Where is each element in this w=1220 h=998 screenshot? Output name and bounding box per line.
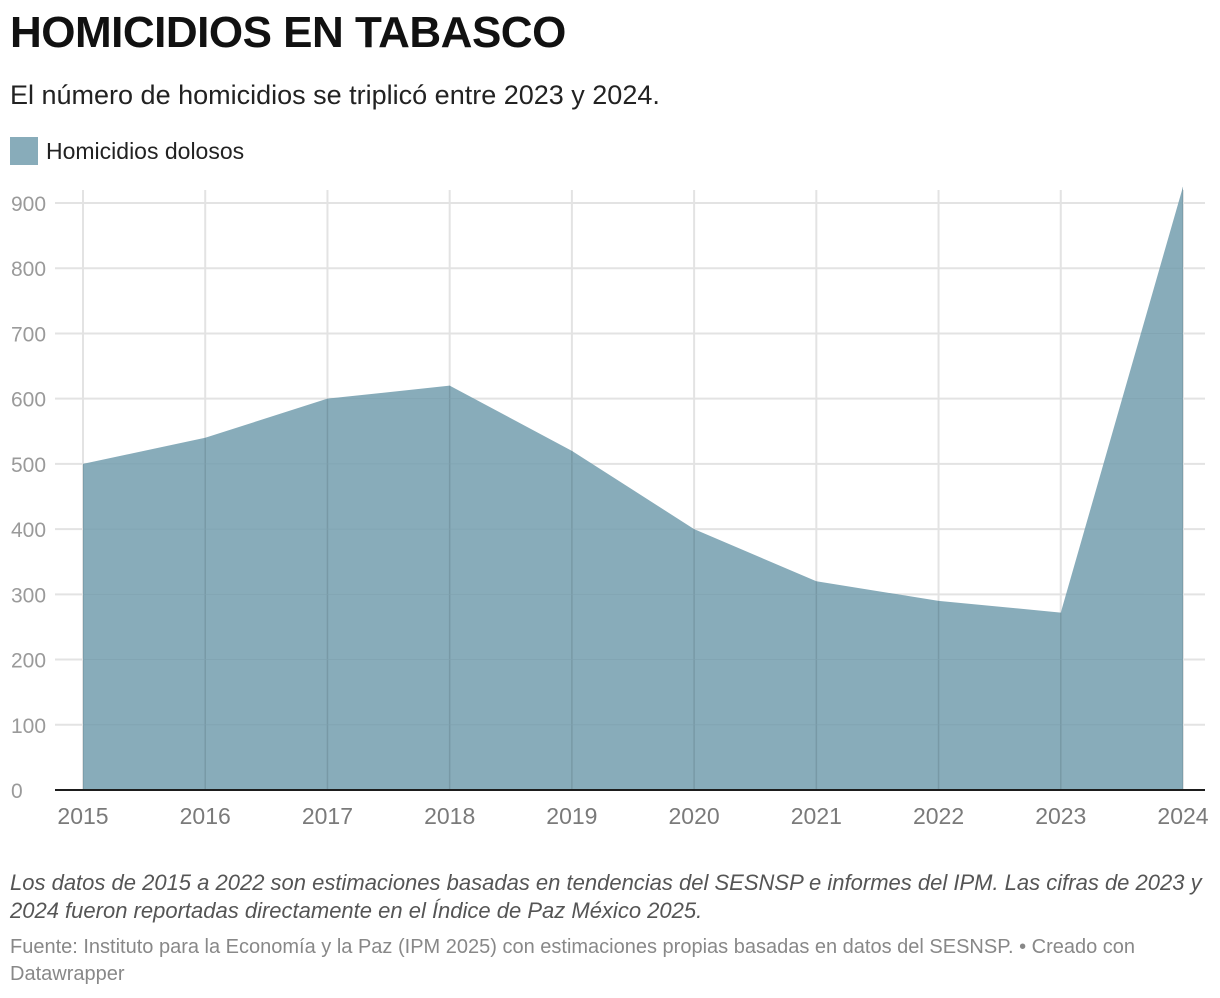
x-tick-label: 2023 xyxy=(1035,803,1086,829)
y-tick-label: 800 xyxy=(11,258,46,281)
y-tick-label: 200 xyxy=(11,650,46,673)
chart-subtitle: El número de homicidios se triplicó entr… xyxy=(10,80,660,110)
x-tick-label: 2019 xyxy=(546,803,597,829)
chart-note: Los datos de 2015 a 2022 son estimacione… xyxy=(10,870,1202,923)
y-tick-label: 900 xyxy=(11,193,46,216)
area-chart: 0 100 200 300 400 500 600 700 800 900 2015 2016 2017… xyxy=(11,186,1209,829)
series-area xyxy=(83,186,1183,790)
x-tick-label: 2022 xyxy=(913,803,964,829)
x-tick-label: 2018 xyxy=(424,803,475,829)
x-tick-label: 2015 xyxy=(57,803,108,829)
y-tick-label: 300 xyxy=(11,584,46,607)
legend: Homicidios dolosos xyxy=(10,137,244,165)
legend-swatch xyxy=(10,137,38,165)
y-tick-label: 400 xyxy=(11,519,46,542)
x-tick-label: 2017 xyxy=(302,803,353,829)
y-tick-label: 100 xyxy=(11,715,46,738)
chart-title: HOMICIDIOS EN TABASCO xyxy=(10,8,566,57)
x-tick-label: 2024 xyxy=(1157,803,1208,829)
y-tick-label: 0 xyxy=(11,780,23,803)
y-tick-label: 600 xyxy=(11,389,46,412)
axes: 0 100 200 300 400 500 600 700 800 900 2015 2016 2017… xyxy=(11,193,1209,829)
chart-source: Fuente: Instituto para la Economía y la … xyxy=(10,936,1136,985)
legend-label: Homicidios dolosos xyxy=(46,137,245,164)
x-tick-label: 2016 xyxy=(180,803,231,829)
area-layer xyxy=(82,186,1184,790)
y-tick-label: 700 xyxy=(11,323,46,346)
x-tick-label: 2020 xyxy=(669,803,720,829)
y-tick-label: 500 xyxy=(11,454,46,477)
x-tick-label: 2021 xyxy=(791,803,842,829)
